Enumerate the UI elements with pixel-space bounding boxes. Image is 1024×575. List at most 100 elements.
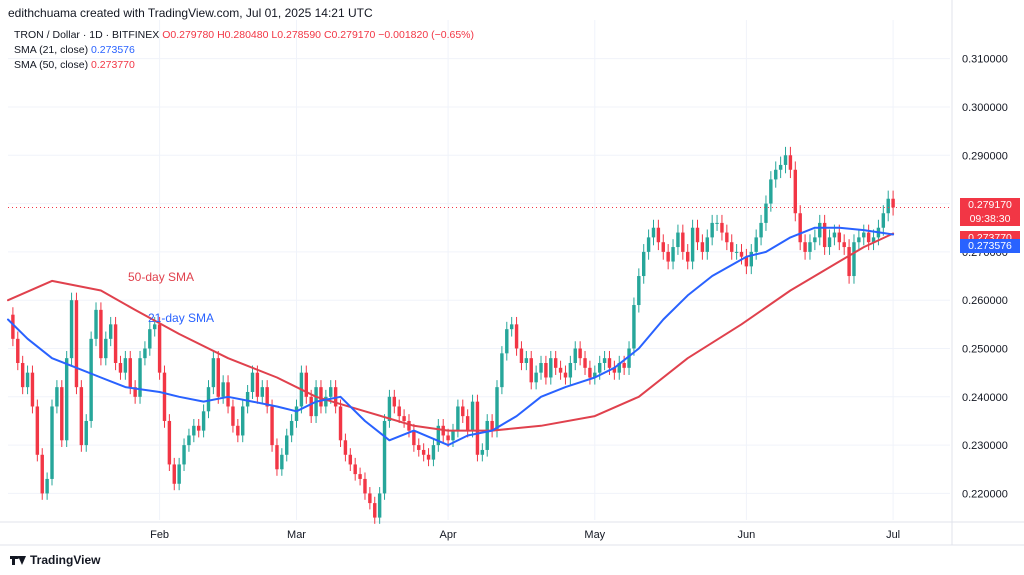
countdown-badge: 09:38:30	[960, 212, 1020, 227]
candle-body	[734, 251, 739, 253]
candle-body	[656, 227, 661, 243]
candle-body	[25, 372, 30, 388]
candle-body	[774, 169, 778, 180]
y-tick-label: 0.260000	[962, 295, 1008, 307]
price-badge: 0.279170	[960, 198, 1020, 213]
candle-body	[495, 387, 499, 431]
candle-body	[319, 387, 323, 407]
candle-body	[231, 406, 235, 426]
candle-body	[700, 242, 705, 252]
candle-body	[177, 464, 181, 484]
tradingview-logo[interactable]: TradingView	[10, 553, 100, 567]
candle-body	[710, 222, 714, 238]
candle-body	[866, 232, 871, 243]
legend-change: −0.001820 (−0.65%)	[378, 29, 475, 41]
candle-body	[871, 237, 876, 243]
candle-body	[524, 358, 529, 363]
tradingview-brand: TradingView	[30, 553, 101, 567]
candle-body	[421, 449, 426, 455]
candle-body	[808, 242, 812, 252]
y-tick-label: 0.300000	[962, 102, 1008, 114]
candle-body	[118, 362, 123, 373]
candle-body	[803, 242, 807, 252]
candle-body	[519, 348, 524, 363]
candle-body	[187, 435, 191, 446]
candle-body	[627, 348, 631, 368]
candle-body	[622, 362, 626, 368]
candle-body	[612, 367, 617, 373]
candle-body	[769, 179, 773, 204]
candle-body	[480, 449, 485, 455]
candle-body	[686, 251, 690, 262]
candle-body	[407, 420, 411, 431]
candle-body	[148, 329, 152, 349]
candle-body	[329, 387, 333, 397]
candle-body	[20, 362, 25, 388]
candle-body	[456, 406, 460, 431]
candle-body	[30, 372, 35, 407]
y-tick-label: 0.220000	[962, 488, 1008, 500]
candle-body	[382, 420, 387, 494]
candle-body	[241, 406, 245, 436]
candle-body	[309, 396, 313, 417]
candle-body	[500, 353, 504, 388]
candle-body	[764, 203, 768, 223]
legend-sma50-row[interactable]: SMA (50, close) 0.273770	[14, 58, 474, 73]
legend-symbol-row: TRON / Dollar · 1D · BITFINEX O0.279780 …	[14, 28, 474, 43]
legend-high: H0.280480	[217, 29, 269, 41]
candle-body	[558, 367, 563, 373]
legend-sma21-value: 0.273576	[91, 44, 135, 56]
candle-body	[338, 406, 343, 441]
candle-body	[74, 300, 79, 388]
candle-body	[192, 425, 196, 436]
candle-body	[822, 222, 827, 248]
candle-body	[661, 242, 665, 252]
candle-body	[397, 406, 401, 417]
candle-body	[79, 387, 84, 446]
candle-body	[886, 198, 890, 214]
candle-body	[465, 416, 470, 431]
candle-body	[505, 329, 509, 354]
y-tick-label: 0.290000	[962, 150, 1008, 162]
candle-body	[891, 198, 895, 208]
candle-body	[426, 454, 431, 460]
candle-body	[104, 338, 108, 359]
candle-body	[89, 338, 93, 421]
candle-body	[289, 420, 294, 436]
candle-body	[681, 232, 685, 252]
legend-symbol[interactable]: TRON / Dollar · 1D · BITFINEX	[14, 29, 160, 41]
y-tick-label: 0.250000	[962, 344, 1008, 356]
candle-body	[133, 387, 137, 397]
candle-body	[646, 237, 651, 252]
header-credit: edithchuama created with TradingView.com…	[8, 6, 373, 20]
candle-body	[387, 396, 392, 421]
x-tick-label: May	[584, 529, 605, 541]
candle-body	[534, 372, 538, 383]
candle-body	[84, 420, 88, 446]
legend-sma21-row[interactable]: SMA (21, close) 0.273576	[14, 43, 474, 58]
candle-body	[666, 251, 670, 262]
legend-sma50-label: SMA (50, close)	[14, 59, 89, 71]
candle-body	[539, 362, 543, 373]
candle-body	[138, 358, 142, 397]
candle-body	[363, 478, 367, 494]
candle-body	[788, 155, 793, 170]
candle-body	[607, 358, 612, 368]
candle-body	[485, 420, 489, 450]
candle-body	[250, 372, 255, 392]
candle-body	[265, 387, 269, 407]
candle-body	[783, 155, 788, 165]
annotation-21day: 21-day SMA	[148, 311, 214, 325]
candle-body	[514, 324, 519, 349]
chart-legend: TRON / Dollar · 1D · BITFINEX O0.279780 …	[14, 28, 474, 73]
candle-body	[324, 396, 328, 407]
sma21-badge: 0.273576	[960, 239, 1020, 254]
candle-body	[197, 425, 201, 431]
candle-body	[553, 358, 558, 368]
candle-body	[431, 445, 436, 460]
candle-body	[99, 309, 103, 359]
candle-body	[563, 372, 568, 378]
candle-body	[167, 420, 172, 465]
candle-body	[64, 358, 69, 441]
